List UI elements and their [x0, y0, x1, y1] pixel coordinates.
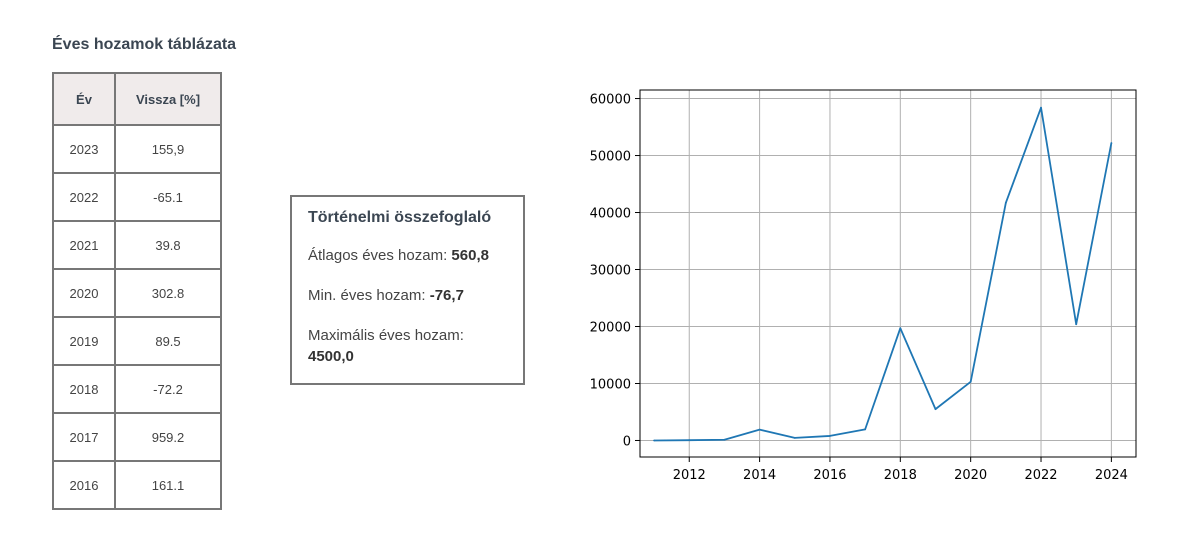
table-row: 2023 155,9	[52, 124, 222, 174]
data-point	[688, 439, 691, 442]
return-cell: -72.2	[114, 364, 222, 414]
x-tick-label: 2014	[743, 468, 776, 483]
data-point	[1040, 106, 1042, 109]
data-point	[1004, 201, 1007, 204]
summary-average: Átlagos éves hozam: 560,8	[308, 245, 507, 266]
y-tick-label: 30000	[590, 264, 631, 279]
data-point	[723, 438, 726, 441]
average-label: Átlagos éves hozam:	[308, 247, 448, 264]
year-cell: 2023	[52, 124, 116, 174]
maximum-label: Maximális éves hozam:	[308, 327, 464, 344]
table-header-row: Év Vissza [%]	[52, 72, 222, 126]
summary-title: Történelmi összefoglaló	[308, 209, 492, 226]
x-tick-label: 2016	[813, 468, 846, 483]
data-point	[758, 428, 761, 431]
year-cell: 2020	[52, 268, 116, 318]
year-cell: 2021	[52, 220, 116, 270]
x-tick-label: 2020	[954, 468, 987, 483]
y-tick-label: 0	[623, 434, 631, 449]
table-title: Éves hozamok táblázata	[52, 36, 237, 53]
yearly-line-chart: 2012 2014 2016 2018 2020 2022 2024 0 10000 20000 3…	[590, 89, 1137, 483]
data-point	[793, 437, 796, 439]
data-point	[653, 439, 655, 442]
table-row: 2017 959.2	[52, 412, 222, 462]
year-cell: 2016	[52, 460, 116, 510]
year-cell: 2019	[52, 316, 116, 366]
data-point	[1075, 323, 1078, 326]
x-tick-label: 2012	[673, 468, 706, 483]
return-cell: 959.2	[114, 412, 222, 462]
data-point	[969, 380, 972, 383]
series-line	[654, 106, 1113, 442]
returns-table: Év Vissza [%] 2023 155,9 2022 -65.1 2021 39…	[52, 72, 222, 510]
table-row: 2021 39.8	[52, 220, 222, 270]
column-header-return: Vissza [%]	[114, 72, 222, 126]
y-tick-label: 40000	[590, 207, 631, 222]
table-row: 2016 161.1	[52, 460, 222, 510]
data-point	[829, 435, 831, 437]
data-point	[899, 327, 902, 330]
y-tick-label: 10000	[590, 377, 631, 392]
table-row: 2018 -72.2	[52, 364, 222, 414]
minimum-value: -76,7	[429, 287, 464, 304]
y-tick-label: 20000	[590, 320, 631, 335]
y-tick-label: 60000	[590, 93, 631, 108]
return-cell: 39.8	[114, 220, 222, 270]
return-cell: 161.1	[114, 460, 222, 510]
return-cell: 155,9	[114, 124, 222, 174]
data-point	[934, 408, 937, 411]
x-tick-label: 2024	[1095, 468, 1128, 483]
minimum-label: Min. éves hozam:	[308, 287, 426, 304]
table-row: 2019 89.5	[52, 316, 222, 366]
x-tick-label: 2018	[884, 468, 917, 483]
year-cell: 2017	[52, 412, 116, 462]
data-point	[864, 428, 867, 431]
x-tick-label: 2022	[1024, 468, 1057, 483]
y-tick-label: 50000	[590, 150, 631, 165]
data-point	[1110, 142, 1113, 144]
return-cell: 89.5	[114, 316, 222, 366]
summary-maximum: Maximális éves hozam: 4500,0	[308, 325, 507, 367]
year-cell: 2018	[52, 364, 116, 414]
maximum-value: 4500,0	[308, 348, 354, 365]
table-row: 2020 302.8	[52, 268, 222, 318]
return-cell: 302.8	[114, 268, 222, 318]
return-cell: -65.1	[114, 172, 222, 222]
plot-frame	[639, 89, 1137, 458]
year-cell: 2022	[52, 172, 116, 222]
historical-summary-box: Történelmi összefoglaló Átlagos éves hoz…	[290, 195, 525, 385]
column-header-year: Év	[52, 72, 116, 126]
table-row: 2022 -65.1	[52, 172, 222, 222]
average-value: 560,8	[451, 247, 489, 264]
summary-minimum: Min. éves hozam: -76,7	[308, 285, 507, 306]
